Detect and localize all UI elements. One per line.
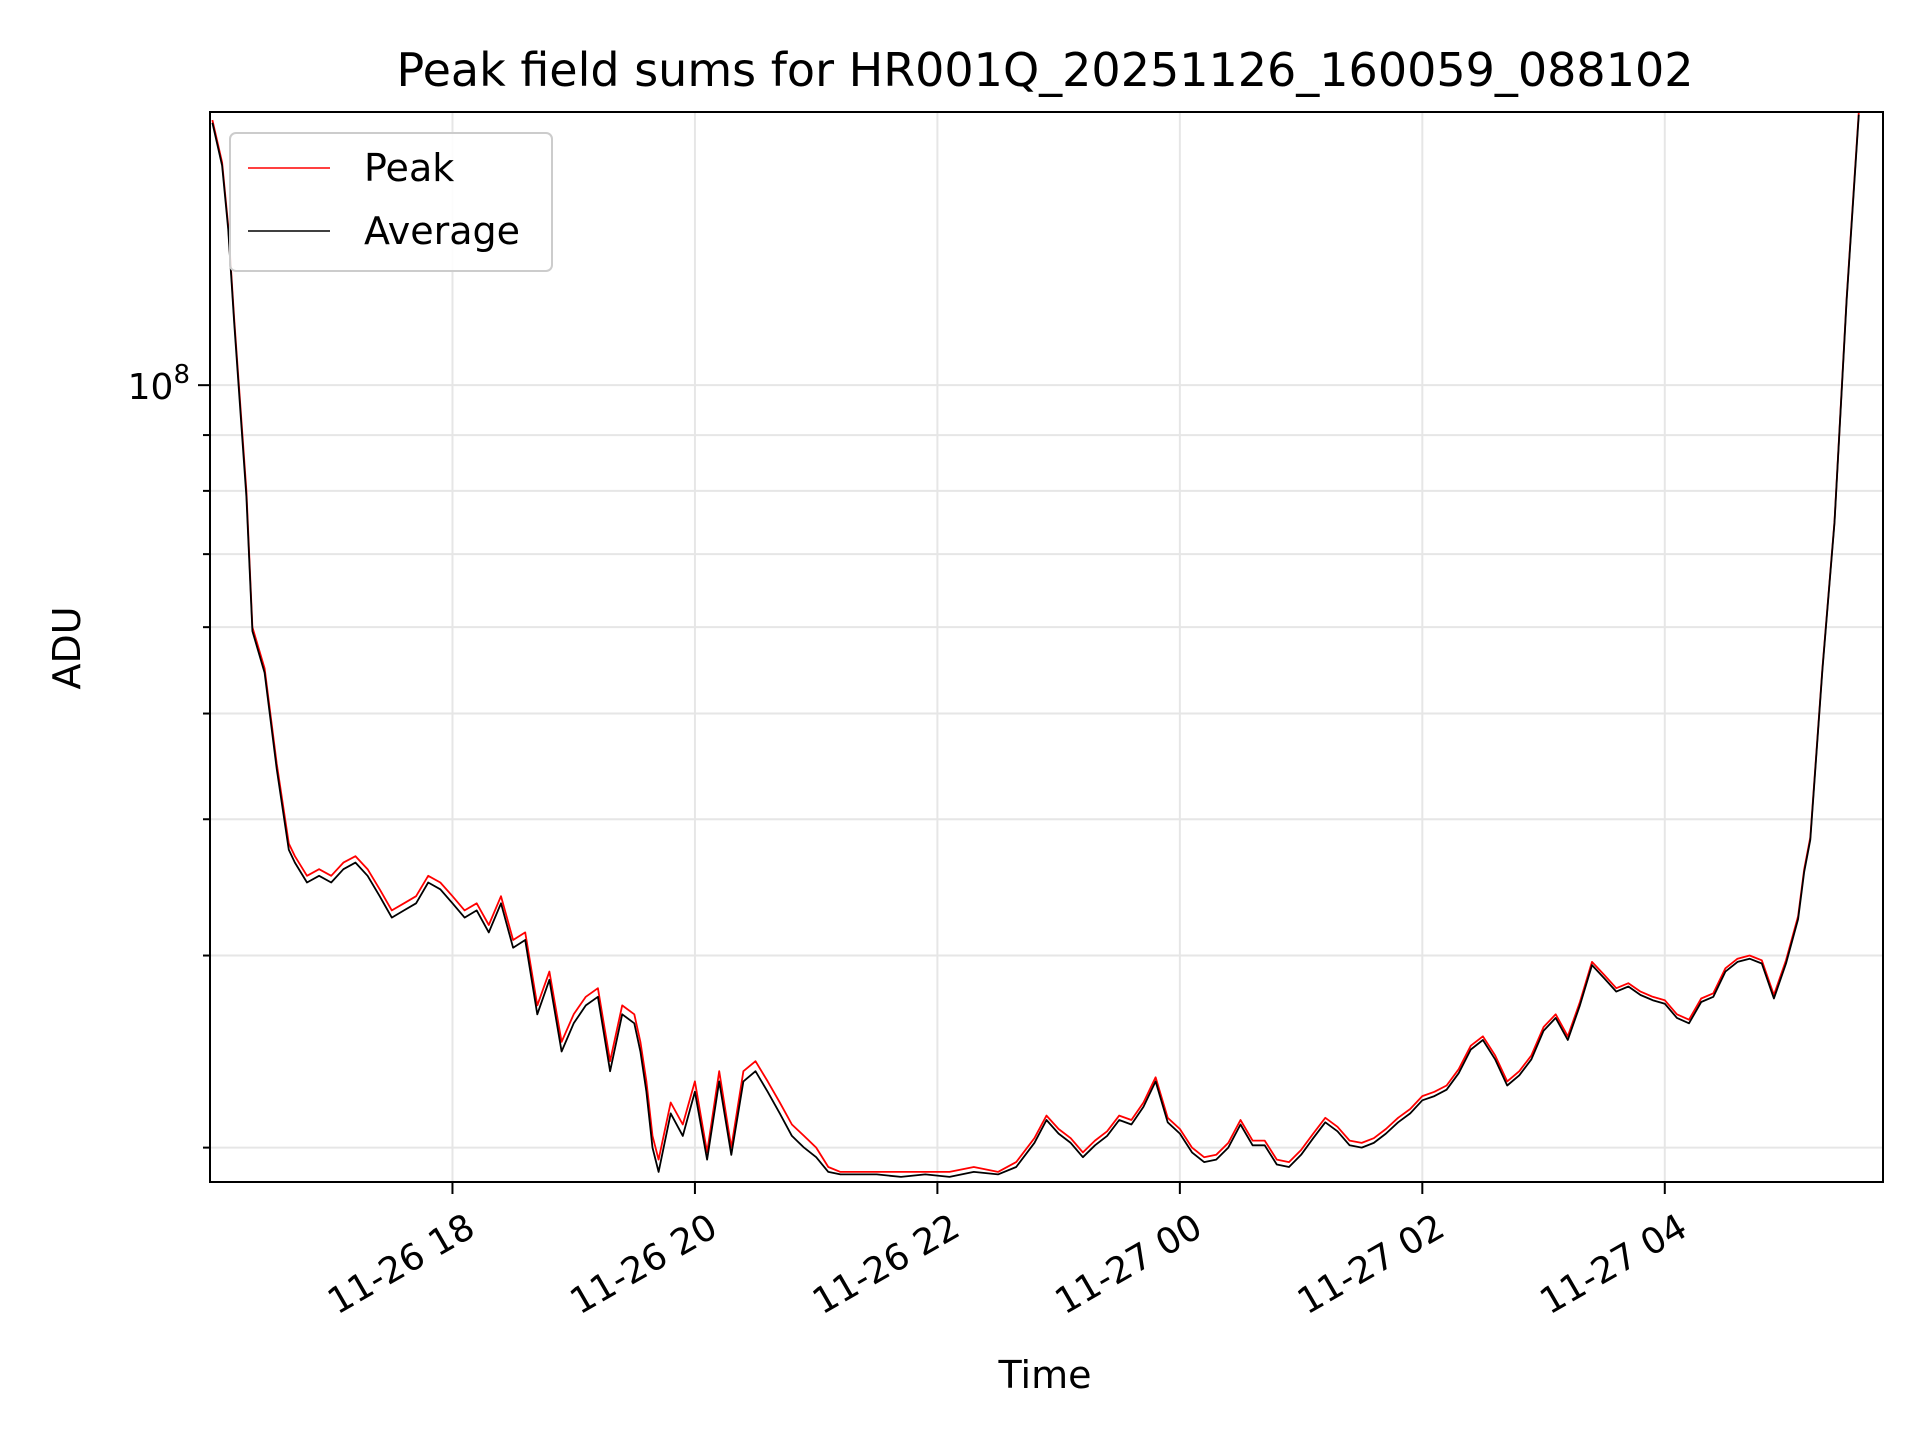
y-axis-label: ADU [45, 606, 89, 689]
y-tick-label-base: 10 [128, 367, 174, 408]
legend: Peak Average [229, 132, 553, 272]
series-line-peak [211, 111, 1860, 1173]
grid [210, 112, 1883, 1182]
y-axis-ticks: 108 [128, 360, 210, 1149]
legend-label-average: Average [364, 209, 520, 253]
chart-title: Peak field sums for HR001Q_20251126_1600… [396, 43, 1693, 97]
series-layer [211, 111, 1860, 1178]
series-line-average [211, 114, 1860, 1178]
legend-label-peak: Peak [364, 146, 454, 190]
x-axis-label: Time [998, 1353, 1092, 1397]
plot-frame [209, 111, 1884, 1183]
y-tick-label-exponent: 8 [173, 360, 190, 390]
y-tick-label: 108 [128, 360, 190, 408]
